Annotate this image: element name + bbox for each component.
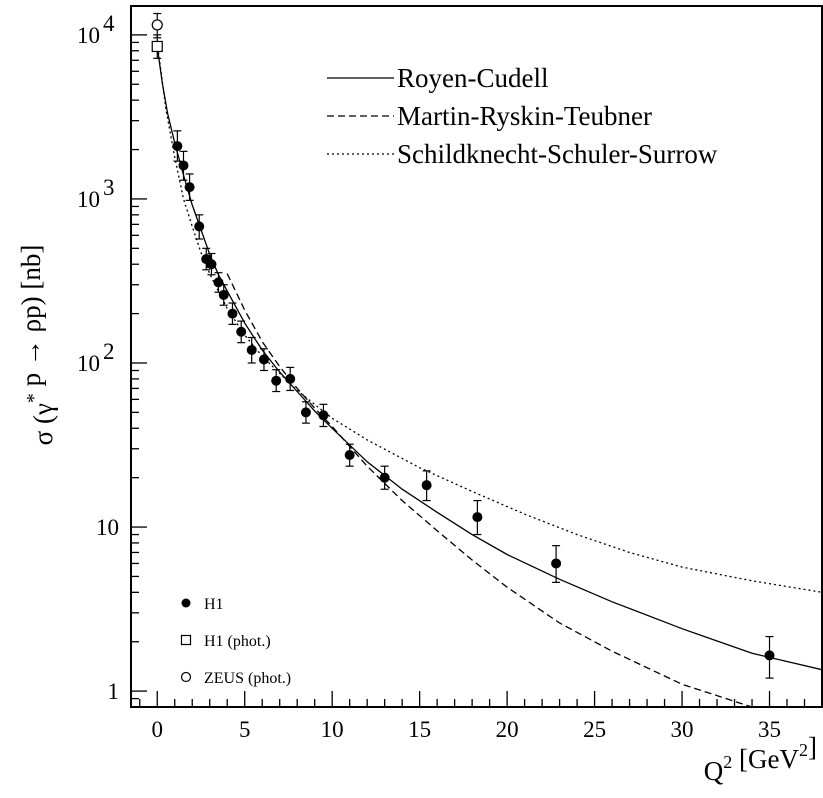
- data-point: [172, 141, 183, 152]
- x-tick-label: 5: [239, 717, 251, 742]
- data-point: [551, 558, 562, 569]
- y-tick-label: 1: [108, 679, 120, 704]
- data-point: [151, 19, 163, 31]
- data-point: [318, 410, 329, 421]
- y-tick-label: 10: [77, 23, 100, 48]
- data-point: [184, 182, 195, 193]
- y-tick-exponent: 4: [103, 11, 115, 36]
- data-point: [181, 598, 191, 608]
- legend-label: H1: [204, 596, 224, 613]
- y-tick-label: 10: [77, 351, 100, 376]
- legend-label: Royen-Cudell: [397, 63, 548, 93]
- data-point: [180, 634, 192, 646]
- curve-schildknecht-schuler-surrow: [156, 42, 822, 593]
- data-point: [218, 289, 229, 300]
- y-tick-label: 10: [77, 187, 100, 212]
- data-point: [344, 449, 355, 460]
- data-point: [180, 671, 192, 683]
- data-point: [258, 354, 269, 365]
- data-point: [178, 160, 189, 171]
- data-point: [227, 308, 238, 319]
- data-point: [194, 221, 205, 232]
- plot-frame: [130, 5, 823, 708]
- data-point: [151, 40, 163, 53]
- x-tick-label: 35: [758, 717, 781, 742]
- x-tick-label: 20: [496, 717, 519, 742]
- legend-label: Schildknecht-Schuler-Surrow: [397, 139, 718, 169]
- legend-label: Martin-Ryskin-Teubner: [397, 101, 652, 131]
- y-tick-exponent: 3: [103, 175, 115, 200]
- data-point: [379, 472, 390, 483]
- data-point: [236, 326, 247, 337]
- x-tick-label: 0: [151, 717, 163, 742]
- y-axis-title: σ (γ* p → ρp) [nb]: [16, 245, 58, 446]
- legend-label: ZEUS (phot.): [204, 670, 291, 687]
- y-tick-label: 10: [96, 515, 119, 540]
- data-point: [213, 277, 224, 288]
- legend-label: H1 (phot.): [204, 633, 271, 650]
- x-tick-label: 10: [321, 717, 344, 742]
- data-point: [206, 259, 217, 270]
- data-point: [300, 407, 311, 418]
- data-point: [472, 512, 483, 523]
- x-tick-label: 15: [408, 717, 431, 742]
- data-point: [246, 345, 257, 356]
- x-axis-title: Q2 [GeV2]: [704, 732, 817, 786]
- curve-martin-ryskin-teubner: [226, 273, 753, 707]
- data-point: [271, 375, 282, 386]
- x-tick-label: 25: [583, 717, 606, 742]
- data-point: [764, 650, 775, 661]
- x-tick-label: 30: [671, 717, 694, 742]
- data-point: [285, 373, 296, 384]
- data-point: [421, 480, 432, 491]
- y-tick-exponent: 2: [103, 339, 115, 364]
